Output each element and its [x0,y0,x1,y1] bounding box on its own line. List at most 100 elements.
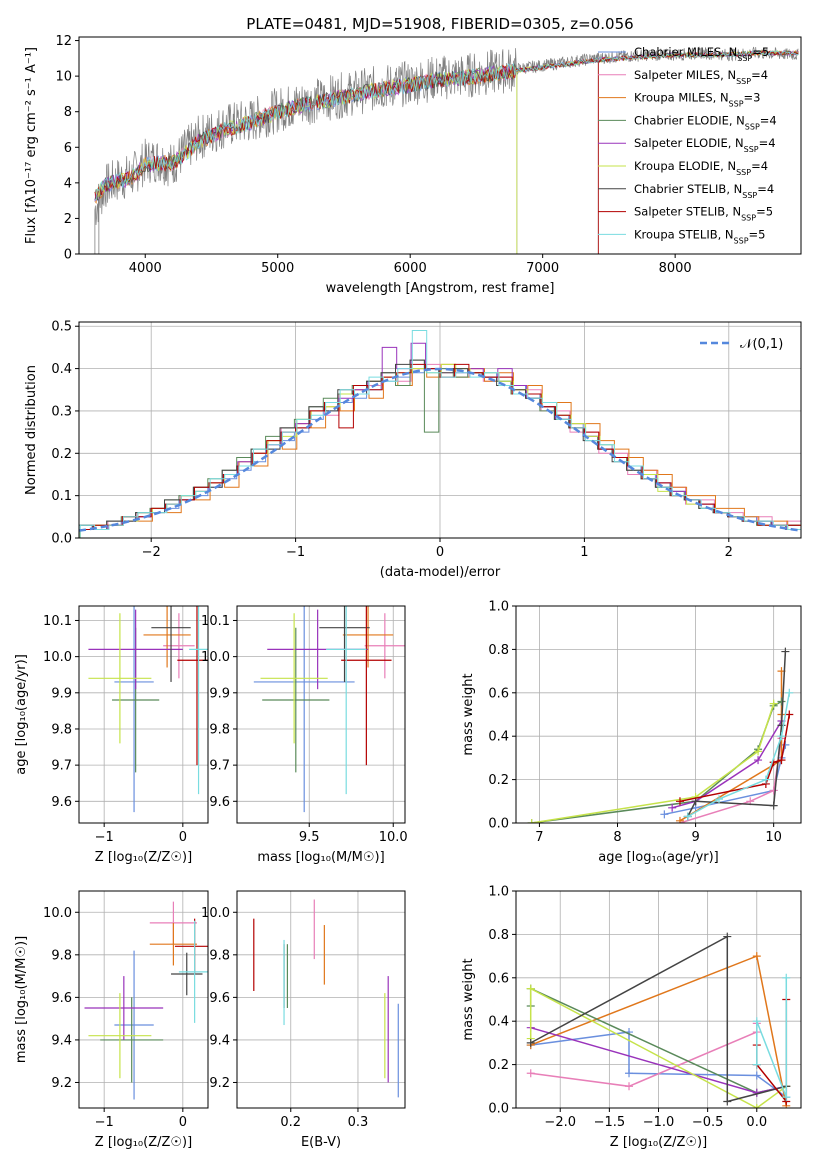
y-tick-label: 0.5 [51,320,72,335]
mass-weight-series-6 [531,703,775,823]
y-tick-label: 0.4 [488,730,509,745]
axes-frame [78,605,209,824]
data-point [777,732,786,741]
data-point [761,775,770,784]
y-tick-label: 12 [55,34,72,49]
x-axis-label: Z [log₁₀(Z/Z☉)] [95,850,192,865]
data-point [668,803,677,812]
data-point [752,1017,761,1026]
data-point [683,812,692,821]
y-tick-label: 9.7 [51,759,72,774]
x-tick-label: 7 [535,830,543,845]
data-point [781,647,790,656]
y-tick-label: 9.9 [51,686,72,701]
legend: Chabrier MILES, NSSP=5 Salpeter MILES, NS… [598,45,777,245]
data-point [752,1104,761,1108]
y-tick-label: 8 [64,105,72,120]
y-tick-label: 9.8 [51,722,72,737]
data-point [777,756,786,765]
histogram-series-9 [79,330,801,538]
x-tick-label: 9 [691,830,699,845]
panel-2: −2 −1 0 1 2 0.0 0.1 0.2 0.3 0.4 0.5 (data-model)/er… [24,320,802,580]
x-axis-label: (data-model)/error [380,565,501,580]
y-tick-label: 9.6 [209,795,230,810]
normal-curve [79,367,801,532]
x-tick-label: 1 [580,545,588,560]
panel-5: 7 8 9 10 0.0 0.2 0.4 0.6 0.8 1.0 age [log₁₀(age/yr… [461,600,802,865]
axes-frame [515,605,802,824]
histogram-series-6 [79,363,801,538]
y-axis-label: Normed distribution [24,365,39,495]
x-tick-label: 8 [613,830,621,845]
y-tick-label: 1.0 [488,885,509,900]
y-tick-label: 9.6 [209,991,230,1006]
y-tick-label: 9.8 [209,948,230,963]
plot-area [79,330,801,538]
x-tick-label: 8000 [659,261,692,276]
axes-frame [236,890,406,1109]
panel-1: 4000 5000 6000 7000 8000 0 2 4 6 8 10 12 wavelength … [24,15,802,296]
panel-6: −1 0 9.2 9.4 9.6 9.8 10.0 Z [log₁₀(Z/Z☉)] mass [… [14,890,209,1150]
data-point [660,810,669,819]
data-point [752,1071,761,1080]
y-tick-label: 9.8 [51,948,72,963]
data-point [526,1038,535,1047]
mass-weight-series-7 [530,935,787,1103]
y-tick-label: 0.4 [488,1015,509,1030]
data-point [782,973,791,982]
y-tick-label: 0.0 [51,532,72,547]
y-tick-label: 10.1 [43,614,72,629]
legend-label: Kroupa STELIB, NSSP=5 [634,227,765,245]
x-axis-label: mass [log₁₀(M/M☉)] [257,850,384,865]
y-axis-label: mass weight [461,673,476,755]
x-tick-label: 4000 [129,261,162,276]
panel-3: −1 0 9.6 9.7 9.8 9.9 10.0 10.1 Z [log₁₀(Z/Z☉)] ag… [14,605,209,865]
y-tick-label: 0.0 [488,817,509,832]
y-tick-label: 0.0 [488,1102,509,1117]
model-spectrum-9 [94,50,799,201]
x-tick-label: −1 [95,1115,114,1130]
y-tick-label: 0.4 [51,362,72,377]
legend-label: Salpeter ELODIE, NSSP=4 [634,136,776,154]
chart-title: PLATE=0481, MJD=51908, FIBERID=0305, z=0… [246,15,633,33]
data-point [777,697,786,706]
x-tick-label: 10 [765,830,782,845]
y-tick-label: 10.0 [43,650,72,665]
y-tick-label: 10.0 [201,906,230,921]
data-point [752,952,761,961]
panel-7: 0.2 0.3 9.2 9.4 9.6 9.8 10.0 E(B-V) [201,890,406,1150]
x-axis-label: Z [log₁₀(Z/Z☉)] [610,1135,707,1150]
data-point [785,688,794,697]
data-point [723,932,732,941]
legend-label: Chabrier STELIB, NSSP=4 [634,182,774,200]
y-tick-label: 2 [64,212,72,227]
data-point [723,1097,732,1106]
x-axis-label: Z [log₁₀(Z/Z☉)] [95,1135,192,1150]
data-point [625,1069,634,1078]
y-tick-label: 9.7 [209,759,230,774]
data-point [785,710,794,719]
legend-label: Salpeter STELIB, NSSP=5 [634,205,773,223]
x-tick-label: −1 [95,830,114,845]
histogram-series-7 [79,359,800,530]
x-tick-label: 5000 [261,261,294,276]
y-tick-label: 0 [64,248,72,263]
data-point [675,797,684,806]
data-point [754,747,763,756]
legend-label: Kroupa MILES, NSSP=3 [634,91,760,109]
mass-weight-series-5 [671,720,783,809]
y-tick-label: 9.4 [209,1033,230,1048]
x-tick-label: 10.0 [379,830,408,845]
y-tick-label: 1.0 [488,600,509,615]
y-axis-label: mass [log₁₀(M/M☉)] [14,936,29,1063]
y-tick-label: 10.0 [43,906,72,921]
mass-weight-series-9 [756,977,788,1098]
data-point [526,984,535,993]
plot-area [94,46,799,254]
data-point [625,1082,634,1091]
x-tick-label: 0 [436,545,444,560]
data-point [781,740,790,749]
y-axis-label: mass weight [461,958,476,1040]
data-point [769,801,778,810]
